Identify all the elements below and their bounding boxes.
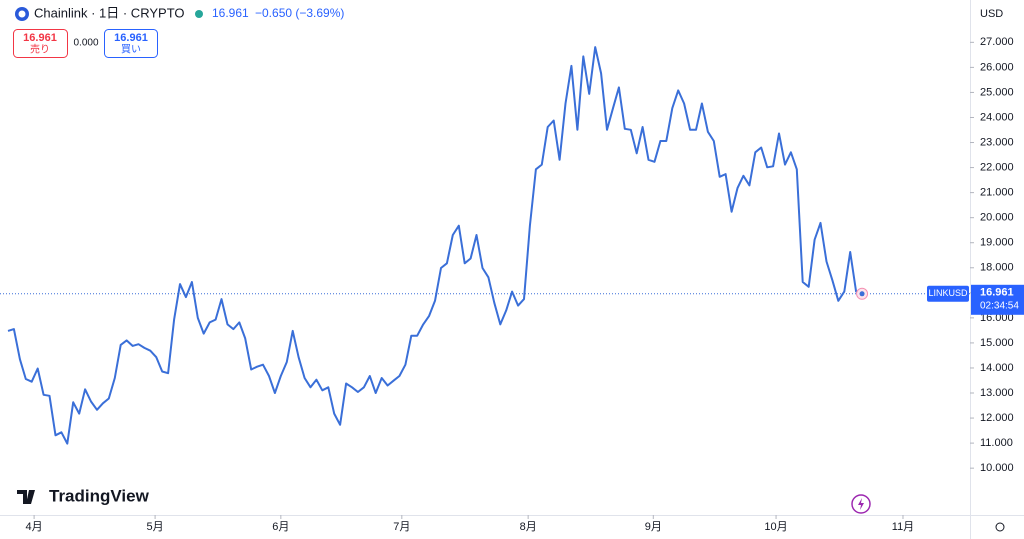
y-tick-label: 11.000 [980, 437, 1013, 449]
y-tick-label: 27.000 [980, 36, 1014, 48]
y-tick-label: 10.000 [980, 462, 1014, 474]
y-tick-label: 14.000 [980, 362, 1014, 374]
x-tick-label: 7月 [393, 521, 410, 533]
last-point [859, 291, 865, 297]
settings-icon[interactable] [995, 522, 1005, 532]
sell-button[interactable] [13, 29, 68, 58]
brand-logo [17, 490, 35, 504]
symbol-badge [927, 285, 969, 302]
currency[interactable]: USD [980, 8, 1003, 20]
buy-button[interactable] [104, 29, 158, 58]
x-tick-label: 8月 [520, 521, 537, 533]
price-badge-value: 16.961 [980, 287, 1014, 299]
y-tick-label: 12.000 [980, 412, 1014, 424]
y-tick-label: 19.000 [980, 237, 1014, 249]
y-tick-label: 25.000 [980, 86, 1014, 98]
price-change: −0.650 (−3.69%) [255, 6, 344, 20]
event-bolt [858, 498, 864, 510]
symbol-label: LINKUSD [928, 288, 968, 298]
buy-price: 16.961 [114, 32, 148, 44]
event-icon[interactable] [851, 494, 871, 514]
price-badge [971, 284, 1024, 315]
x-tick-label: 6月 [272, 521, 289, 533]
buy-label: 買い [121, 44, 141, 56]
x-tick-label: 9月 [645, 521, 662, 533]
status-dot [195, 10, 203, 18]
y-tick-label: 22.000 [980, 161, 1014, 173]
last-price: 16.961 [212, 6, 249, 20]
sell-price: 16.961 [23, 32, 57, 44]
x-tick-label: 10月 [764, 521, 787, 533]
price-line [7, 46, 863, 445]
x-tick-label: 4月 [26, 521, 43, 533]
y-tick-label: 26.000 [980, 61, 1014, 73]
sell-label: 売り [30, 43, 50, 56]
brand: TradingView [49, 486, 150, 505]
y-tick-label: 23.000 [980, 136, 1014, 148]
y-tick-label: 24.000 [980, 111, 1014, 123]
y-tick-label: 13.000 [980, 387, 1014, 399]
y-tick-label: 20.000 [980, 212, 1014, 224]
y-tick-label: 21.000 [980, 187, 1014, 199]
spread: 0.000 [73, 38, 98, 49]
coin-logo-inner [18, 10, 26, 18]
y-tick-label: 18.000 [980, 262, 1014, 274]
x-tick-label: 5月 [147, 521, 164, 533]
y-tick-label: 15.000 [980, 337, 1014, 349]
x-tick-label: 11月 [892, 521, 914, 533]
countdown: 02:34:54 [980, 300, 1019, 311]
symbol-title: Chainlink · 1日 · CRYPTO [34, 5, 185, 20]
